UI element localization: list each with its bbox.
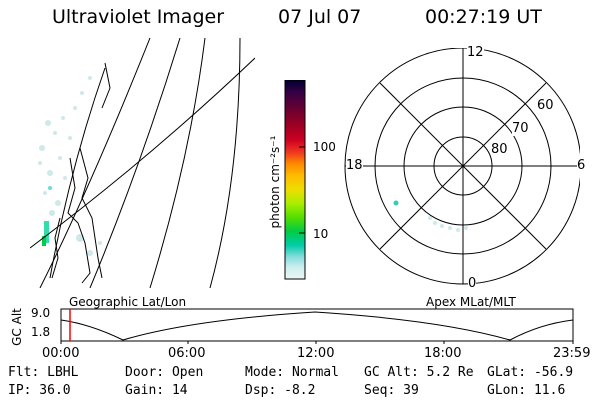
altitude-plot: [60, 308, 574, 344]
colorbar-unit-label: photon cm⁻²s⁻¹: [268, 135, 282, 229]
geographic-panel-label: Geographic Lat/Lon: [69, 295, 187, 309]
altitude-axis-label: GC Alt: [10, 308, 24, 346]
time-tick-2359: 23:59: [553, 346, 591, 361]
dsp-info: Dsp: -8.2: [245, 383, 316, 398]
alt-ytick-bottom: 1.8: [31, 325, 51, 339]
mlt-label-18: 18: [346, 158, 363, 173]
lat-label-80: 80: [491, 142, 508, 157]
app-title: Ultraviolet Imager: [52, 6, 225, 28]
time-tick-1200: 12:00: [297, 346, 335, 361]
time-label: 00:27:19 UT: [425, 6, 542, 28]
colorbar-tick-10: 10: [313, 227, 329, 241]
geographic-image-panel: [30, 38, 255, 288]
time-tick-0600: 06:00: [168, 346, 206, 361]
glat-info: GLat: -56.9: [487, 365, 574, 380]
time-tick-0000: 00:00: [42, 346, 80, 361]
gain-info: Gain: 14: [125, 383, 188, 398]
lat-label-70: 70: [512, 121, 529, 136]
alt-ytick-top: 9.0: [31, 306, 51, 320]
colorbar: [284, 80, 306, 280]
filter-info: Flt: LBHL: [8, 365, 79, 380]
time-tick-1800: 18:00: [424, 346, 462, 361]
aurora-emission-polar: [428, 216, 468, 232]
polar-dial: [344, 48, 580, 285]
door-info: Door: Open: [125, 365, 204, 380]
lat-label-60: 60: [537, 98, 554, 113]
mlt-label-6: 6: [577, 158, 586, 173]
gc-alt-info: GC Alt: 5.2 Re: [364, 365, 474, 380]
colorbar-tick-100: 100: [313, 140, 336, 154]
aurora-emission: [38, 76, 102, 256]
ip-info: IP: 36.0: [8, 383, 71, 398]
mlt-label-0: 0: [468, 276, 477, 291]
mode-info: Mode: Normal: [245, 365, 339, 380]
seq-info: Seq: 39: [364, 383, 419, 398]
mlt-label-12: 12: [467, 45, 484, 60]
apex-panel-label: Apex MLat/MLT: [426, 295, 516, 309]
date-label: 07 Jul 07: [278, 6, 362, 28]
glon-info: GLon: 11.6: [487, 383, 566, 398]
